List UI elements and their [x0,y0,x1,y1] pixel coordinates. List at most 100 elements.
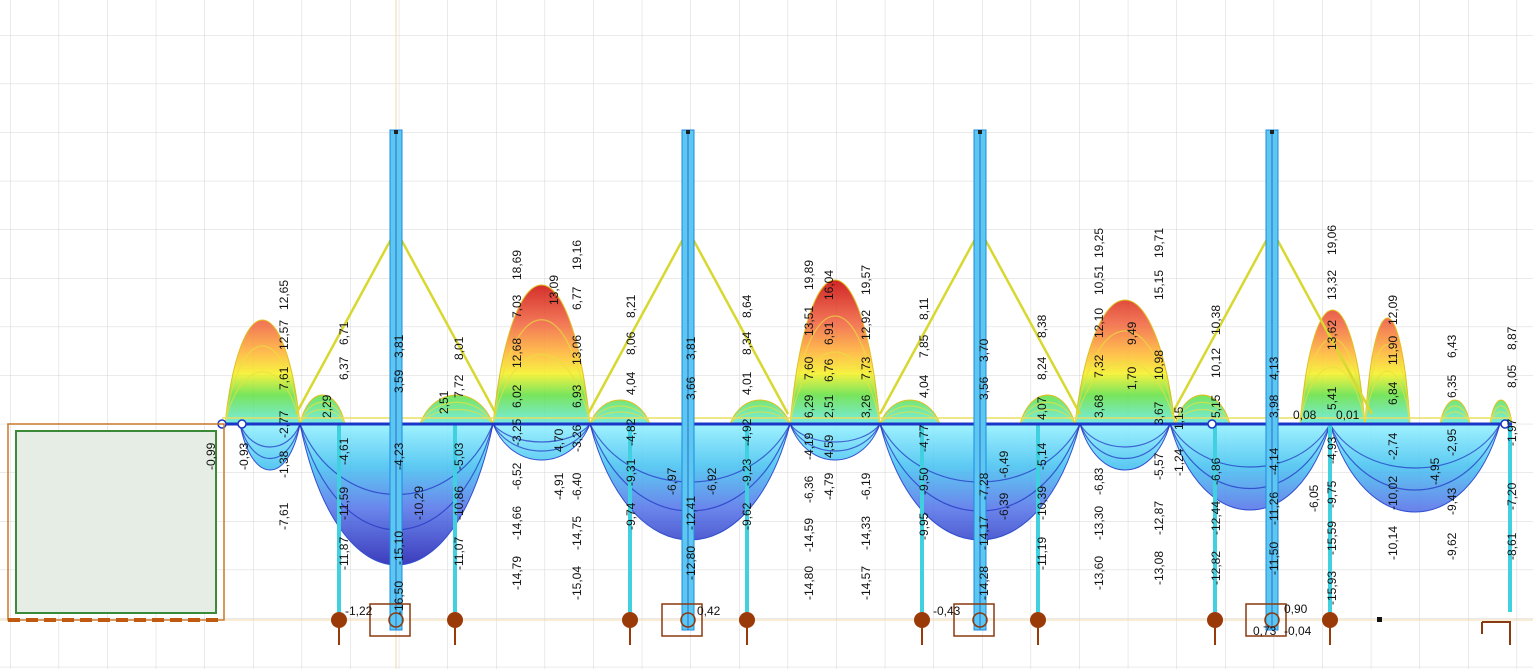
moment-label: 8,24 [1035,356,1049,380]
moment-label: -13,30 [1092,506,1106,540]
moment-label: 12,68 [510,338,524,368]
moment-label: -5,14 [1035,442,1049,470]
moment-label: -14,75 [570,516,584,550]
moment-label: -11,19 [1035,537,1049,570]
reaction-label: -0,43 [933,604,961,618]
moment-label: -1,24 [1172,448,1186,476]
moment-label: -9,31 [624,458,638,486]
moment-label: 6,02 [510,384,524,408]
moment-label: -9,62 [740,502,754,530]
grid [0,0,1533,669]
moment-label: 6,29 [802,394,816,418]
moment-label: 3,68 [1092,394,1106,418]
moment-label: 6,77 [570,286,584,310]
moment-label: 19,25 [1092,228,1106,258]
moment-label: -9,50 [917,467,931,495]
moment-label: 4,70 [552,428,566,452]
moment-label: -14,79 [510,556,524,590]
moment-label: 4,04 [917,374,931,398]
moment-label: 3,98 [1267,394,1281,418]
node [686,130,690,134]
moment-label: 13,51 [802,306,816,336]
moment-label: 5,15 [1209,394,1223,418]
moment-label: 3,56 [977,376,991,400]
moment-label: -11,50 [1267,542,1281,575]
moment-label: -14,66 [510,506,524,540]
moment-label: 6,93 [570,384,584,408]
moment-label: 1,15 [1172,406,1186,430]
moment-label: 10,12 [1209,348,1223,378]
moment-label: 12,92 [859,310,873,340]
moment-label: 3,70 [977,338,991,362]
moment-label: -6,83 [1092,467,1106,495]
moment-label: 10,98 [1152,350,1166,380]
moment-label: -8,61 [1505,532,1519,560]
moment-label: 19,71 [1152,228,1166,258]
moment-label: 6,91 [822,321,836,345]
moment-label: -9,43 [1445,487,1459,515]
moment-label: 13,06 [570,335,584,365]
moment-label: -12,41 [684,496,698,530]
reaction-label: -0,04 [1284,624,1312,638]
moment-label: 11,90 [1386,336,1400,365]
moment-label: -6,52 [510,462,524,490]
moment-label: 4,04 [624,371,638,395]
moment-label: 6,37 [337,356,351,380]
moment-label: 6,76 [822,358,836,382]
support [739,612,755,628]
moment-label: -10,02 [1386,476,1400,510]
moment-label: -14,33 [859,516,873,550]
reaction-label: 0,01 [1336,408,1360,422]
moment-label: 9,49 [1125,321,1139,345]
moment-label: -6,97 [665,467,679,495]
support [914,612,930,628]
moment-label: 19,57 [859,265,873,295]
model-view: -1,220,42-0,430,900,73-0,040,080,01-0,93… [0,0,1533,669]
moment-label: 10,51 [1092,265,1106,295]
moment-label: -15,59 [1325,521,1339,555]
moment-label: -0,99 [204,442,218,470]
moment-label: -1,97 [1505,418,1519,446]
moment-label: -15,93 [1325,571,1339,605]
moment-label: 7,03 [510,294,524,318]
moment-label: -9,23 [740,458,754,486]
moment-label: -10,86 [452,486,466,520]
moment-label: 2,29 [320,394,334,418]
moment-label: 18,69 [510,250,524,280]
moment-label: -9,74 [624,502,638,530]
moment-label: 7,32 [1092,354,1106,378]
moment-label: 4,07 [1035,396,1049,420]
moment-label: 12,57 [277,320,291,350]
hinge [1208,420,1216,428]
moment-label: 15,15 [1152,270,1166,300]
moment-label: -1,38 [277,450,291,478]
moment-label: -2,95 [1445,428,1459,456]
moment-label: 7,85 [917,334,931,358]
moment-label: -15,04 [570,566,584,600]
moment-label: -11,59 [337,487,351,520]
moment-label: 13,32 [1325,270,1339,300]
moment-label: -4,93 [1325,436,1339,464]
moment-label: 8,34 [740,331,754,355]
moment-label: 3,59 [392,369,406,393]
support [1030,612,1046,628]
support [1207,612,1223,628]
moment-label: -12,80 [684,546,698,580]
moment-label: 1,70 [1125,366,1139,390]
moment-label: -4,19 [802,432,816,460]
moment-label: 7,60 [802,356,816,380]
support [447,612,463,628]
moment-label: -6,36 [802,475,816,503]
reaction-label: 0,73 [1253,624,1277,638]
moment-label: 16,04 [822,270,836,300]
moment-label: 2,51 [437,390,451,414]
moment-label: -13,60 [1092,556,1106,590]
moment-label: 19,06 [1325,225,1339,255]
moment-label: 6,43 [1445,334,1459,358]
moment-label: -10,14 [1386,526,1400,560]
moment-label: -0,93 [237,442,251,470]
moment-label: -4,95 [1428,457,1442,485]
moment-label: 12,65 [277,280,291,310]
moment-label: 4,13 [1267,356,1281,380]
moment-label: -6,40 [570,472,584,500]
